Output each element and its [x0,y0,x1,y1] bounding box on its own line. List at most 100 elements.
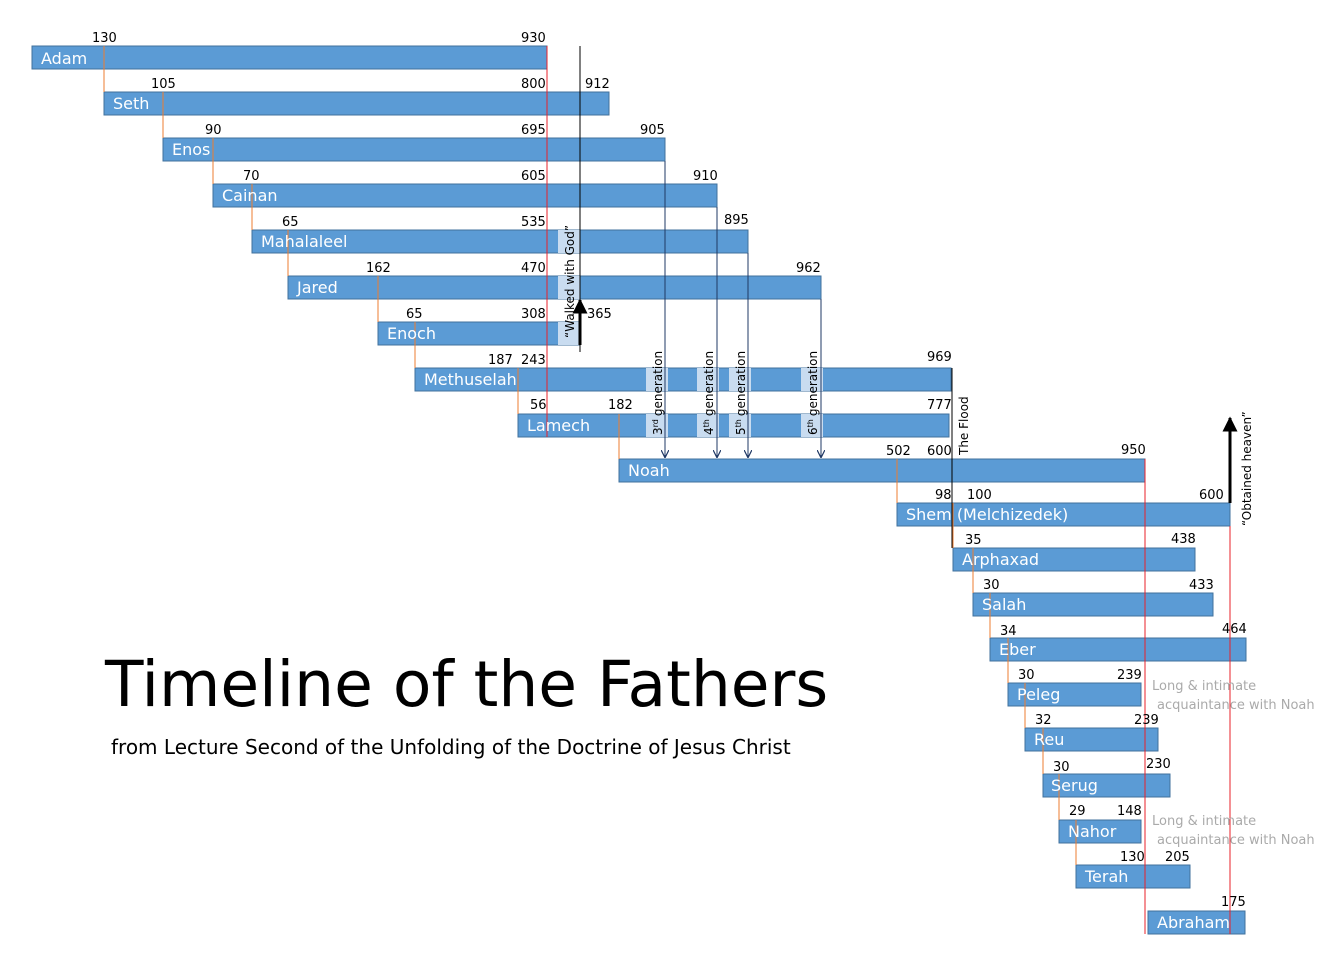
gen6-label: 6thgeneration [806,351,820,435]
num-noah-death: 950 [1121,443,1146,458]
name-peleg: Peleg [1017,685,1060,704]
note-1-line1: Long & intimate [1152,679,1256,694]
name-lamech: Lamech [527,416,590,435]
num-arphaxad-begat: 35 [965,533,982,548]
num-arphaxad-death: 438 [1171,532,1196,547]
num-mahalaleel-begat: 65 [282,215,299,230]
num-cainan-after: 605 [521,169,546,184]
page-title: Timeline of the Fathers [105,648,829,721]
gen5-label: 5thgeneration [734,351,748,435]
birth-connectors [103,46,1077,865]
name-abraham: Abraham [1157,913,1230,932]
gen3-box-2 [646,414,668,437]
bar-terah [1075,864,1191,889]
name-shem: Shem (Melchizedek) [906,505,1068,524]
bar-eber [989,637,1247,662]
num-seth-death: 912 [585,77,610,92]
gen4-label: 4thgeneration [702,351,716,435]
num-abraham-death: 175 [1221,895,1246,910]
name-serug: Serug [1051,776,1098,795]
bar-noah [618,458,1146,483]
num-nahor-begat: 29 [1069,804,1086,819]
the-flood-label: The Flood [957,396,971,456]
name-terah: Terah [1084,867,1128,886]
num-jared-death: 962 [796,261,821,276]
num-enoch-begat: 65 [406,307,423,322]
bar-serug [1042,773,1171,798]
num-enoch-end: 365 [587,307,612,322]
num-eber-death: 464 [1222,622,1247,637]
obtained-heaven-label: “Obtained heaven” [1240,411,1254,526]
name-salah: Salah [982,595,1026,614]
num-enos-begat: 90 [205,123,222,138]
name-enos: Enos [172,140,210,159]
bar-reu [1024,727,1159,752]
name-mahalaleel: Mahalaleel [261,232,347,251]
page-subtitle: from Lecture Second of the Unfolding of … [111,735,791,759]
bar-jared [287,275,822,300]
num-lamech-death: 777 [927,398,952,413]
name-jared: Jared [296,278,338,297]
note-1-line2: acquaintance with Noah [1157,698,1315,713]
num-shem-begat: 98 [935,488,952,503]
gen6-box-1 [801,368,823,391]
acquaintance-note-1: Long & intimate acquaintance with Noah [1152,679,1315,713]
generation-arrows [665,161,821,457]
num-seth-begat: 105 [151,77,176,92]
num-cainan-death: 910 [693,169,718,184]
walked-box-1 [558,230,580,253]
num-salah-death: 433 [1189,578,1214,593]
bar-seth [103,91,610,116]
gen3-label: 3rdgeneration [651,351,665,435]
num-noah-begat: 502 [886,444,911,459]
num-adam-death: 930 [521,31,546,46]
gen4-box-2 [697,414,719,437]
bar-shem [896,502,1231,527]
walked-box-2 [558,276,580,299]
highlight-boxes [558,230,823,437]
num-enos-after: 695 [521,123,546,138]
num-reu-begat: 32 [1035,713,1052,728]
num-adam-begat: 130 [92,31,117,46]
bar-labels: Adam Seth Enos Cainan Mahalaleel Jared E… [41,49,1230,932]
number-labels: 130 930 105 800 912 90 695 905 70 605 91… [92,31,1247,910]
lifespan-bars [31,45,1247,935]
num-methuselah-mid: 243 [521,353,546,368]
gen4-box-1 [697,368,719,391]
name-reu: Reu [1034,730,1064,749]
bar-cainan [212,183,718,208]
red-lines [546,46,1231,934]
acquaintance-note-2: Long & intimate acquaintance with Noah [1152,814,1315,848]
num-salah-begat: 30 [983,578,1000,593]
gen6-box-2 [801,414,823,437]
name-methuselah: Methuselah [424,370,517,389]
num-mahalaleel-death: 895 [724,213,749,228]
name-enoch: Enoch [387,324,436,343]
gen3-box-1 [646,368,668,391]
num-shem-death: 600 [1199,488,1224,503]
num-enoch-after: 308 [521,307,546,322]
gen5-box-1 [729,368,751,391]
num-reu-death: 239 [1134,713,1159,728]
bar-mahalaleel [251,229,749,254]
walked-box-3 [558,322,580,345]
bar-peleg [1007,682,1142,707]
num-nahor-death: 148 [1117,804,1142,819]
num-peleg-death: 239 [1117,668,1142,683]
num-methuselah-death: 969 [927,350,952,365]
num-shem-mid: 100 [967,488,992,503]
bar-adam [31,45,548,70]
name-nahor: Nahor [1068,822,1117,841]
name-eber: Eber [999,640,1036,659]
bar-arphaxad [952,547,1196,572]
name-arphaxad: Arphaxad [962,550,1039,569]
name-seth: Seth [113,94,149,113]
num-cainan-begat: 70 [243,169,260,184]
num-terah-begat: 130 [1120,850,1145,865]
num-serug-begat: 30 [1053,760,1070,775]
num-noah-flood: 600 [927,444,952,459]
bar-abraham [1147,910,1246,935]
name-cainan: Cainan [222,186,278,205]
bar-enos [162,137,666,162]
